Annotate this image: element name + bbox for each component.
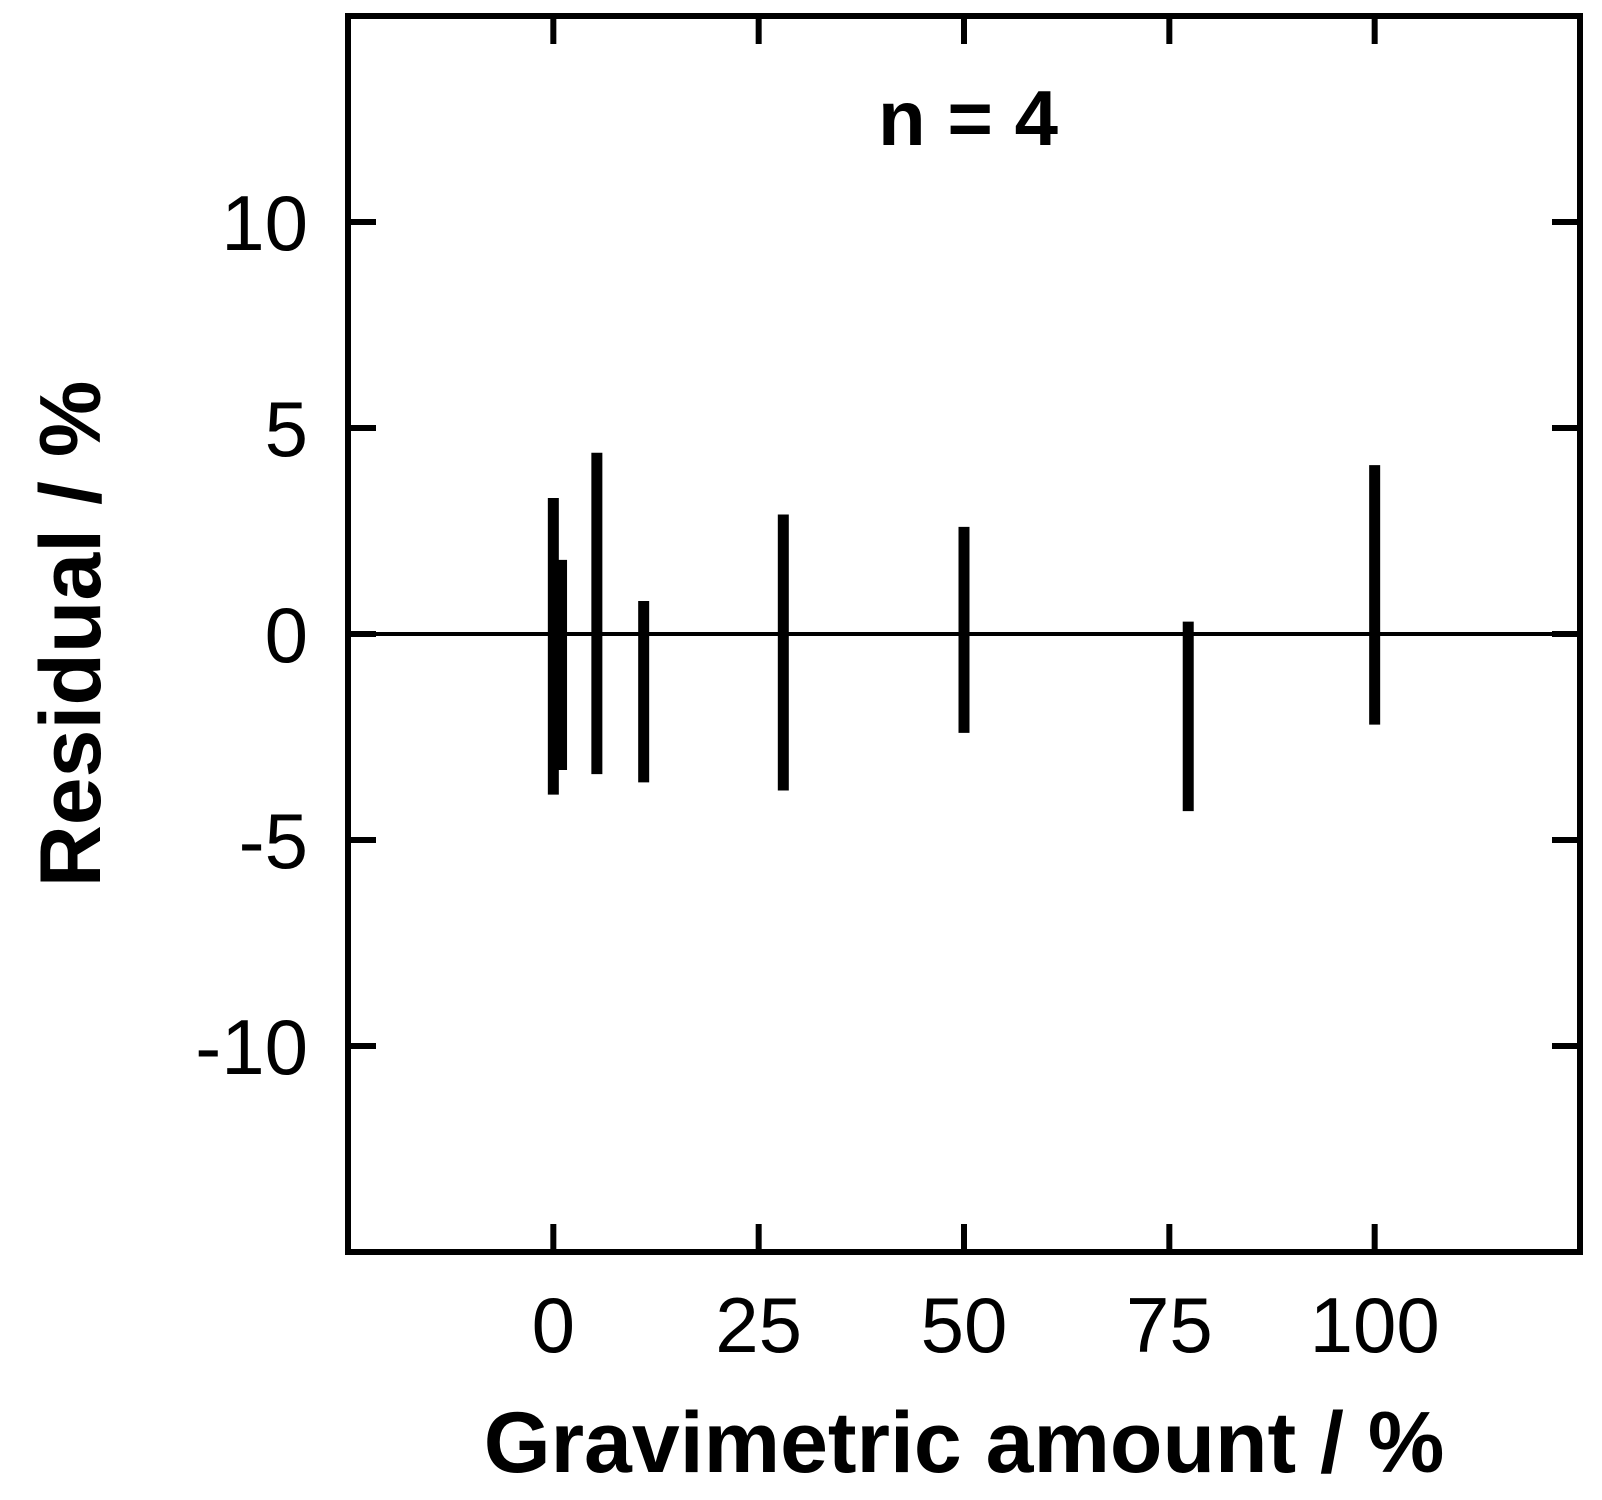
- residual-bars: [547, 452, 1381, 812]
- y-axis-title: Residual / %: [23, 381, 119, 888]
- y-tick-label: 5: [265, 385, 308, 473]
- x-tick-label: 25: [715, 1281, 802, 1369]
- x-tick-label: 100: [1310, 1281, 1440, 1369]
- x-tick-label: 50: [921, 1281, 1008, 1369]
- y-tick-label: 10: [221, 179, 308, 267]
- y-tick-label: -10: [195, 1003, 308, 1091]
- x-tick-label: 75: [1126, 1281, 1213, 1369]
- annotation-n: n = 4: [878, 74, 1058, 162]
- tick-labels: 0 25 50 75 100 -10 -5 0 5 10: [195, 179, 1439, 1369]
- y-tick-label: 0: [265, 591, 308, 679]
- x-tick-label: 0: [532, 1281, 575, 1369]
- y-tick-label: -5: [239, 797, 308, 885]
- x-axis-title: Gravimetric amount / %: [484, 1395, 1445, 1491]
